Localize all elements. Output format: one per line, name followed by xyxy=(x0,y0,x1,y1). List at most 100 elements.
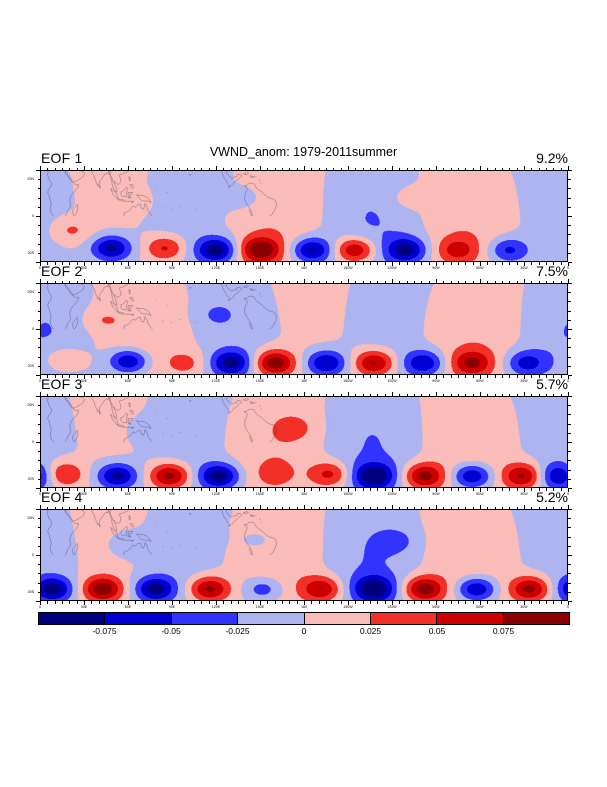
x-tick xyxy=(370,167,371,170)
x-tick xyxy=(62,393,63,396)
x-tick xyxy=(538,393,540,396)
x-tick xyxy=(238,375,239,378)
x-tick xyxy=(230,601,232,604)
x-tick xyxy=(179,506,181,509)
x-tick xyxy=(157,280,159,283)
x-tick xyxy=(260,262,261,266)
x-tick xyxy=(296,375,298,378)
x-tick xyxy=(450,506,452,509)
x-tick xyxy=(560,488,562,491)
x-tick xyxy=(84,488,85,492)
x-tick xyxy=(377,393,379,396)
x-tick xyxy=(399,393,401,396)
eof-map-canvas-2 xyxy=(41,284,567,374)
x-tick xyxy=(69,393,71,396)
x-tick-label: 150E xyxy=(255,492,265,496)
x-tick xyxy=(428,601,430,604)
y-tick xyxy=(37,243,40,245)
x-tick xyxy=(531,167,533,170)
panel-header-3: EOF 3 5.7% xyxy=(0,376,607,394)
x-tick xyxy=(304,279,305,283)
x-tick xyxy=(208,506,210,509)
x-tick xyxy=(157,393,159,396)
y-tick xyxy=(36,329,40,330)
x-tick xyxy=(443,506,445,509)
x-tick xyxy=(296,393,298,396)
variance-explained-label: 5.2% xyxy=(536,489,568,505)
y-tick xyxy=(568,536,571,538)
x-tick xyxy=(436,375,437,379)
x-tick xyxy=(223,375,225,378)
y-tick xyxy=(37,582,40,584)
x-tick xyxy=(282,506,283,509)
x-tick xyxy=(458,393,459,396)
x-tick xyxy=(62,167,63,170)
x-tick xyxy=(443,375,445,378)
x-tick xyxy=(370,601,371,604)
x-tick xyxy=(560,280,562,283)
x-tick-label: 120W xyxy=(387,379,397,383)
x-tick xyxy=(274,375,276,378)
y-tick xyxy=(568,573,571,575)
x-tick xyxy=(362,375,364,378)
x-tick xyxy=(128,601,129,605)
x-tick xyxy=(252,601,254,604)
y-tick xyxy=(568,292,571,294)
y-tick xyxy=(37,573,40,575)
x-tick xyxy=(186,393,188,396)
figure-title: VWND_anom: 1979-2011summer xyxy=(209,145,398,159)
x-tick xyxy=(428,375,430,378)
x-tick xyxy=(186,601,188,604)
x-tick xyxy=(340,280,342,283)
x-tick xyxy=(230,375,232,378)
x-tick xyxy=(274,393,276,396)
colorbar-tick-label: 0.05 xyxy=(428,626,446,636)
x-tick xyxy=(509,280,511,283)
x-tick xyxy=(260,488,261,492)
x-tick xyxy=(274,506,276,509)
y-tick xyxy=(568,243,571,245)
x-tick xyxy=(157,262,159,265)
x-tick-label: 0 xyxy=(39,266,41,270)
x-tick xyxy=(91,393,93,396)
x-tick xyxy=(348,375,349,379)
y-axis-left-4: 20N 0 20S xyxy=(0,509,40,602)
x-tick xyxy=(106,375,107,378)
x-tick xyxy=(509,393,511,396)
x-tick xyxy=(113,167,115,170)
map-plot-area-1 xyxy=(40,170,568,262)
x-tick xyxy=(377,506,379,509)
y-tick-label: 20N xyxy=(27,403,34,408)
x-tick xyxy=(377,375,379,378)
x-tick-label: 0 xyxy=(567,492,569,496)
x-tick xyxy=(494,375,496,378)
x-tick-label: 60W xyxy=(476,266,484,270)
x-tick xyxy=(194,506,195,509)
y-tick xyxy=(37,469,40,471)
x-tick xyxy=(289,506,291,509)
y-tick-label: 20S xyxy=(27,250,34,255)
x-tick xyxy=(150,488,151,491)
x-tick xyxy=(201,262,203,265)
x-tick xyxy=(399,488,401,491)
x-tick xyxy=(135,262,137,265)
y-tick xyxy=(568,442,572,443)
x-tick xyxy=(179,262,181,265)
x-tick xyxy=(304,392,305,396)
x-tick xyxy=(355,506,357,509)
y-tick xyxy=(36,509,40,510)
colorbar-tick-label: 0.025 xyxy=(359,626,382,636)
x-tick xyxy=(480,392,481,396)
x-tick xyxy=(142,375,144,378)
x-tick xyxy=(406,167,408,170)
x-tick xyxy=(311,375,313,378)
x-tick xyxy=(546,167,547,170)
x-tick xyxy=(69,280,71,283)
x-tick xyxy=(531,601,533,604)
x-tick xyxy=(465,506,467,509)
x-tick xyxy=(208,601,210,604)
x-tick xyxy=(201,280,203,283)
x-tick xyxy=(494,280,496,283)
y-tick xyxy=(37,301,40,303)
x-tick xyxy=(340,601,342,604)
